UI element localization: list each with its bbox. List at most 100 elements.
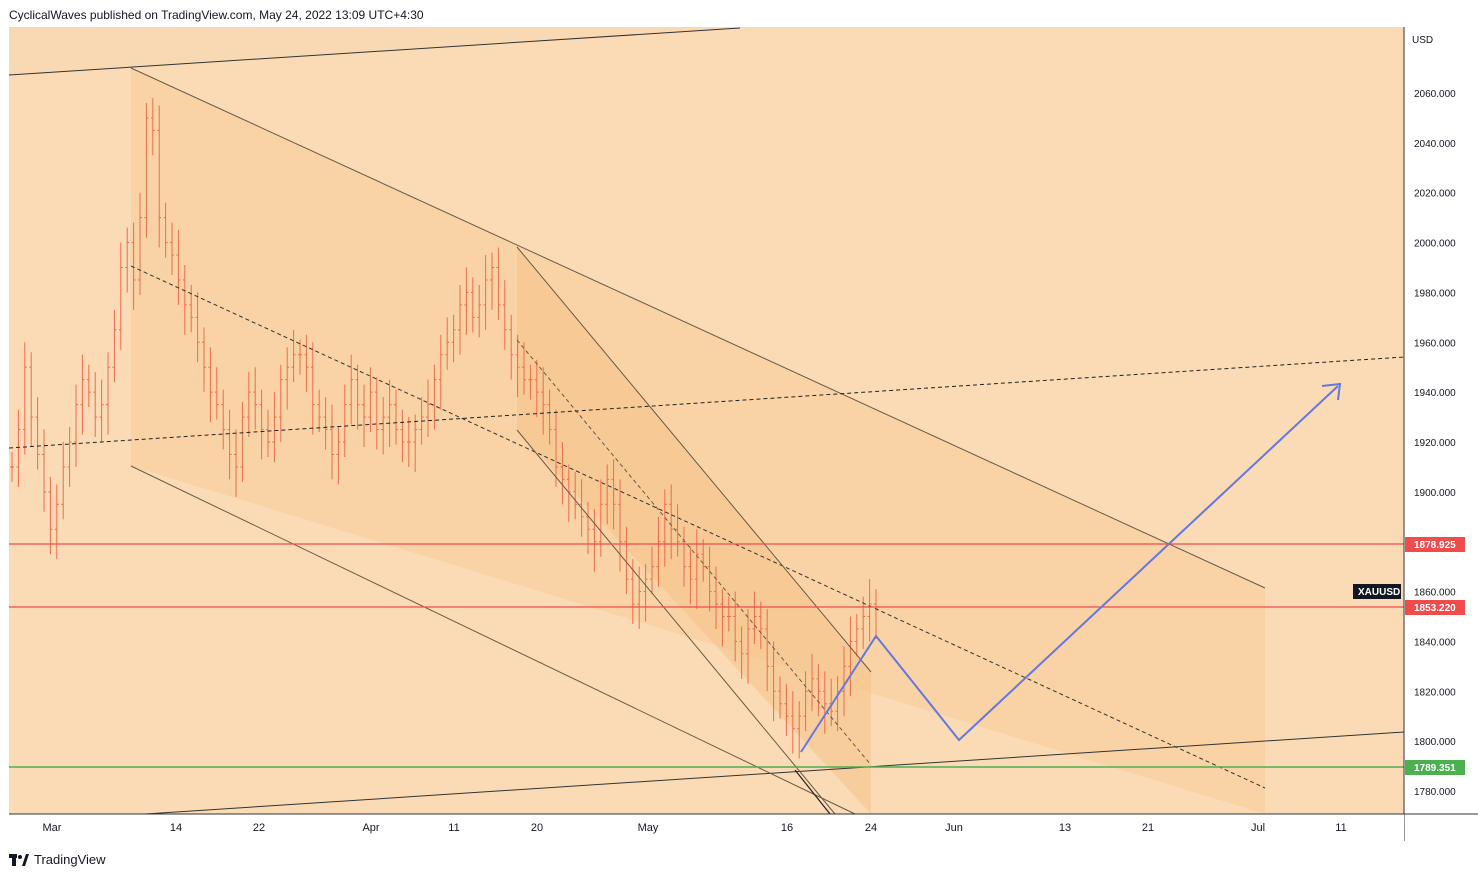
tradingview-logo-icon [9,853,29,866]
candle [285,347,290,410]
candle [413,414,418,472]
candle [861,596,866,649]
candle [714,566,718,629]
candle [528,364,533,400]
candle [790,691,795,754]
candle [688,546,693,605]
price-tick-label: 1860.000 [1414,588,1456,599]
price-tick-label: 1960.000 [1414,338,1456,349]
candle [451,314,456,363]
candle [266,409,270,457]
candle [387,379,392,447]
candle [61,442,66,520]
candle [464,267,469,335]
candle [80,354,85,435]
candle [720,589,725,647]
candle [349,354,354,425]
price-tick-label: 2020.000 [1414,189,1456,200]
candle [93,372,98,438]
channel-upper-line [130,67,1266,589]
candle [803,671,808,732]
steep-channel-lower-line [516,429,836,815]
candle [381,397,386,455]
candle [739,626,744,679]
candle [259,389,264,460]
candle [797,701,802,759]
candle [867,579,872,642]
large-descending-channel-fill [131,68,1265,814]
candle [733,591,738,662]
price-tick-label: 1820.000 [1414,687,1456,698]
candle [752,591,757,644]
time-tick-label: May [638,822,659,834]
candle [445,317,450,370]
time-tick-label: 24 [865,822,877,834]
candle [310,342,315,435]
candle [214,367,219,420]
candle [675,504,680,557]
time-tick-label: 21 [1142,822,1154,834]
candle [35,397,40,470]
time-axis-background [9,814,1404,841]
candle [253,367,258,430]
candle [758,601,763,649]
candle [477,284,482,338]
candle [323,397,328,450]
candle [10,451,14,482]
steep-channel-upper-line [516,246,872,673]
candle [560,442,565,505]
candle [515,334,520,398]
candle [726,596,731,632]
channel-lower-line [130,465,856,815]
breakdown-line [794,769,831,815]
candle [394,389,398,445]
candle [502,279,507,350]
candle [643,564,648,622]
candle [362,384,366,447]
price-tick-label: 1800.000 [1414,737,1456,748]
candle [624,526,629,595]
candle [848,616,853,697]
candle [438,334,443,410]
channel-mid-dashed-line [130,265,1266,789]
price-tick-label: 2040.000 [1414,139,1456,150]
candle [317,389,322,433]
candle [682,526,686,587]
candle [816,663,821,717]
price-tick-label: 2000.000 [1414,239,1456,250]
candle [291,329,296,383]
time-tick-label: 22 [253,822,265,834]
time-tick-label: 11 [1335,822,1346,834]
candle [701,539,706,582]
candle [483,255,488,330]
candle [48,476,53,555]
candle [278,364,283,442]
candle [118,242,123,350]
candle [106,352,110,435]
candle [662,489,667,567]
candle [163,202,168,258]
candle [778,676,782,719]
candle [771,641,776,722]
candle [400,409,405,462]
candle [125,227,130,293]
candle [208,347,213,423]
candle [67,427,72,487]
candle [42,429,46,512]
candle [554,409,558,487]
candle [202,327,206,393]
time-tick-label: Apr [362,822,379,834]
svg-text:1878.925: 1878.925 [1414,540,1456,551]
price-axis-ticks: 2060.000 2040.000 2020.000 2000.000 1980.000… [1414,89,1456,798]
candle [406,417,411,467]
candle [16,409,21,487]
candle [656,516,661,587]
candle [157,105,162,248]
candle [822,671,827,734]
candle [182,265,187,335]
candle [138,192,142,295]
candle [509,314,514,380]
candle [234,429,238,497]
time-axis-ticks: Mar 14 22 Apr 11 20 May 16 24 Jun 13 21 Jul 11 [43,822,1347,834]
